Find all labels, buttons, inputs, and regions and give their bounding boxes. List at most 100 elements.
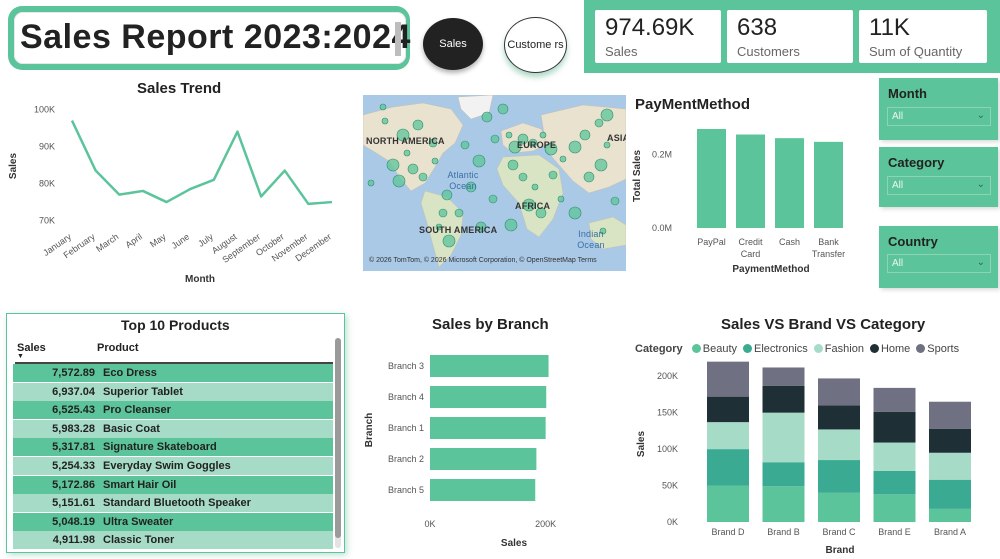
- map-bubble[interactable]: [396, 128, 410, 142]
- branch-bar[interactable]: [430, 386, 547, 408]
- stacked-bar-segment[interactable]: [818, 460, 860, 493]
- stacked-bar-segment[interactable]: [707, 422, 749, 450]
- payment-bar[interactable]: [814, 141, 843, 228]
- map-bubble[interactable]: [488, 194, 498, 204]
- map-bubble[interactable]: [379, 103, 387, 111]
- customers-nav-button[interactable]: Custome rs: [504, 17, 567, 73]
- map-bubble[interactable]: [507, 159, 519, 171]
- stacked-bar-segment[interactable]: [929, 452, 971, 480]
- map-bubble[interactable]: [435, 223, 443, 231]
- table-row[interactable]: 4,911.98 Classic Toner: [13, 531, 333, 550]
- stacked-bar-segment[interactable]: [929, 428, 971, 453]
- map-bubble[interactable]: [531, 183, 539, 191]
- map-bubble[interactable]: [610, 196, 620, 206]
- stacked-bar-segment[interactable]: [762, 385, 805, 413]
- stacked-bar-segment[interactable]: [818, 378, 860, 406]
- stacked-bar-segment[interactable]: [873, 442, 916, 471]
- map-bubble[interactable]: [392, 174, 406, 188]
- map-bubble[interactable]: [403, 149, 411, 157]
- sort-descending-icon[interactable]: ▼: [17, 353, 24, 360]
- map-bubble[interactable]: [407, 163, 419, 175]
- stacked-bar-segment[interactable]: [762, 486, 805, 522]
- sales-trend-line[interactable]: [70, 119, 333, 206]
- map-bubble[interactable]: [428, 138, 438, 148]
- map-bubble[interactable]: [579, 129, 591, 141]
- branch-bar[interactable]: [430, 448, 537, 470]
- table-row[interactable]: 5,983.28 Basic Coat: [13, 419, 333, 438]
- map-bubble[interactable]: [465, 181, 477, 193]
- branch-bar[interactable]: [430, 479, 536, 501]
- map-bubble[interactable]: [548, 170, 558, 180]
- map-bubble[interactable]: [431, 157, 439, 165]
- stacked-bar-segment[interactable]: [873, 494, 916, 522]
- map-bubble[interactable]: [518, 172, 528, 182]
- map-bubble[interactable]: [505, 131, 513, 139]
- map-bubble[interactable]: [559, 155, 567, 163]
- map-bubble[interactable]: [522, 198, 536, 212]
- stacked-bar-segment[interactable]: [707, 396, 749, 423]
- table-row[interactable]: 5,317.81 Signature Skateboard: [13, 438, 333, 457]
- stacked-bar-segment[interactable]: [762, 412, 805, 463]
- map-bubble[interactable]: [504, 218, 518, 232]
- category-dropdown[interactable]: All ⌄: [887, 176, 991, 195]
- branch-bar[interactable]: [430, 417, 546, 439]
- table-row[interactable]: 5,172.86 Smart Hair Oil: [13, 475, 333, 494]
- payment-bar[interactable]: [736, 134, 765, 229]
- map-bubble[interactable]: [418, 172, 428, 182]
- stacked-bar-segment[interactable]: [818, 405, 860, 430]
- map-bubble[interactable]: [599, 227, 607, 235]
- legend-item[interactable]: Home: [880, 343, 911, 355]
- map-bubble[interactable]: [508, 140, 522, 154]
- stacked-bar-segment[interactable]: [873, 470, 916, 495]
- table-row[interactable]: 5,048.19 Ultra Sweater: [13, 512, 333, 531]
- map-bubble[interactable]: [583, 171, 595, 183]
- stacked-bar-segment[interactable]: [707, 485, 749, 522]
- table-row[interactable]: 5,254.33 Everyday Swim Goggles: [13, 457, 333, 475]
- legend-item[interactable]: Electronics: [754, 343, 808, 355]
- map-bubble[interactable]: [454, 208, 464, 218]
- map-bubble[interactable]: [438, 208, 448, 218]
- legend-item[interactable]: Beauty: [702, 343, 737, 355]
- map-bubble[interactable]: [600, 108, 614, 122]
- map-bubble[interactable]: [497, 103, 509, 115]
- payment-bar[interactable]: [697, 129, 726, 228]
- map-bubble[interactable]: [594, 158, 608, 172]
- map-bubble[interactable]: [475, 221, 487, 233]
- stacked-bar-segment[interactable]: [818, 492, 860, 522]
- table-row[interactable]: 6,937.04 Superior Tablet: [13, 382, 333, 401]
- map-bubble[interactable]: [386, 158, 400, 172]
- map-bubble[interactable]: [544, 142, 558, 156]
- stacked-bar-segment[interactable]: [707, 449, 749, 486]
- map-bubble[interactable]: [535, 207, 547, 219]
- map-bubble[interactable]: [412, 119, 424, 131]
- map-canvas[interactable]: [363, 95, 626, 271]
- stacked-bar-segment[interactable]: [929, 401, 971, 429]
- scrollbar-thumb[interactable]: [335, 338, 341, 538]
- stacked-bar-segment[interactable]: [707, 361, 749, 397]
- map-bubble[interactable]: [460, 140, 470, 150]
- scrollbar[interactable]: [335, 338, 341, 548]
- map-bubble[interactable]: [517, 133, 529, 145]
- stacked-bar-segment[interactable]: [818, 429, 860, 461]
- map-bubble[interactable]: [568, 140, 582, 154]
- map-bubble[interactable]: [603, 141, 611, 149]
- map-bubble[interactable]: [594, 118, 604, 128]
- month-dropdown[interactable]: All ⌄: [887, 107, 991, 126]
- stacked-bar-segment[interactable]: [762, 367, 805, 386]
- stacked-bar-segment[interactable]: [873, 387, 916, 412]
- table-row[interactable]: 5,151.61 Standard Bluetooth Speaker: [13, 494, 333, 513]
- column-header-product[interactable]: Product: [97, 342, 139, 354]
- map-bubble[interactable]: [442, 234, 456, 248]
- stacked-bar-segment[interactable]: [762, 462, 805, 487]
- table-row[interactable]: 6,525.43 Pro Cleanser: [13, 401, 333, 420]
- legend-item[interactable]: Sports: [927, 343, 960, 355]
- map-bubble[interactable]: [539, 131, 547, 139]
- payment-bar[interactable]: [775, 138, 804, 228]
- map-bubble[interactable]: [472, 154, 486, 168]
- stacked-bar-segment[interactable]: [873, 411, 916, 443]
- stacked-bar-segment[interactable]: [929, 479, 971, 509]
- table-row[interactable]: 7,572.89 Eco Dress: [13, 364, 333, 382]
- map-bubble[interactable]: [568, 206, 582, 220]
- map-bubble[interactable]: [441, 189, 453, 201]
